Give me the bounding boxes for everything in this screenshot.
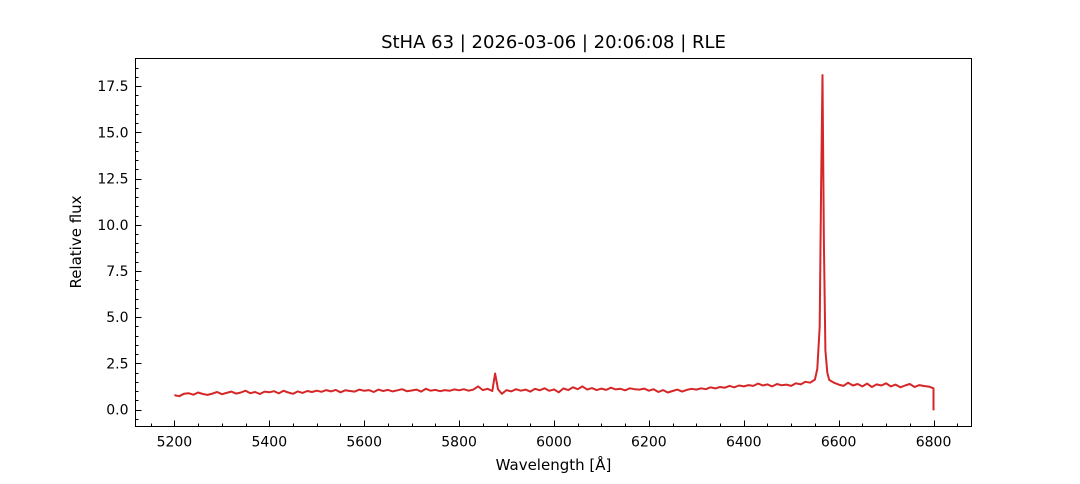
y-axis-label: Relative flux <box>67 195 85 288</box>
y-tick-label: 2.5 <box>106 356 128 372</box>
x-tick-label: 6800 <box>916 435 952 451</box>
x-axis: 5200 5400 5600 5800 6000 6200 6400 6600 6800 <box>151 420 958 451</box>
y-tick-label: 10.0 <box>97 218 128 234</box>
y-tick-label: 17.5 <box>97 79 128 95</box>
y-tick-label: 7.5 <box>106 264 128 280</box>
y-tick-label: 12.5 <box>97 172 128 188</box>
x-tick-label: 5800 <box>441 435 477 451</box>
x-tick-label: 5200 <box>157 435 193 451</box>
series-line <box>174 74 935 411</box>
x-tick-label: 5400 <box>251 435 287 451</box>
y-axis: 0.0 2.5 5.0 7.5 10.0 12.5 15.0 17.5 <box>97 68 142 420</box>
x-tick-label: 5600 <box>346 435 382 451</box>
plot-frame <box>135 58 972 427</box>
x-tick-label: 6400 <box>726 435 762 451</box>
x-tick-label: 6200 <box>631 435 667 451</box>
y-tick-label: 0.0 <box>106 403 128 419</box>
x-axis-label: Wavelength [Å] <box>496 455 612 474</box>
chart-title: StHA 63 | 2026-03-06 | 20:06:08 | RLE <box>381 32 726 53</box>
y-tick-label: 5.0 <box>106 310 128 326</box>
x-tick-label: 6000 <box>536 435 572 451</box>
y-tick-label: 15.0 <box>97 125 128 141</box>
x-tick-label: 6600 <box>821 435 857 451</box>
